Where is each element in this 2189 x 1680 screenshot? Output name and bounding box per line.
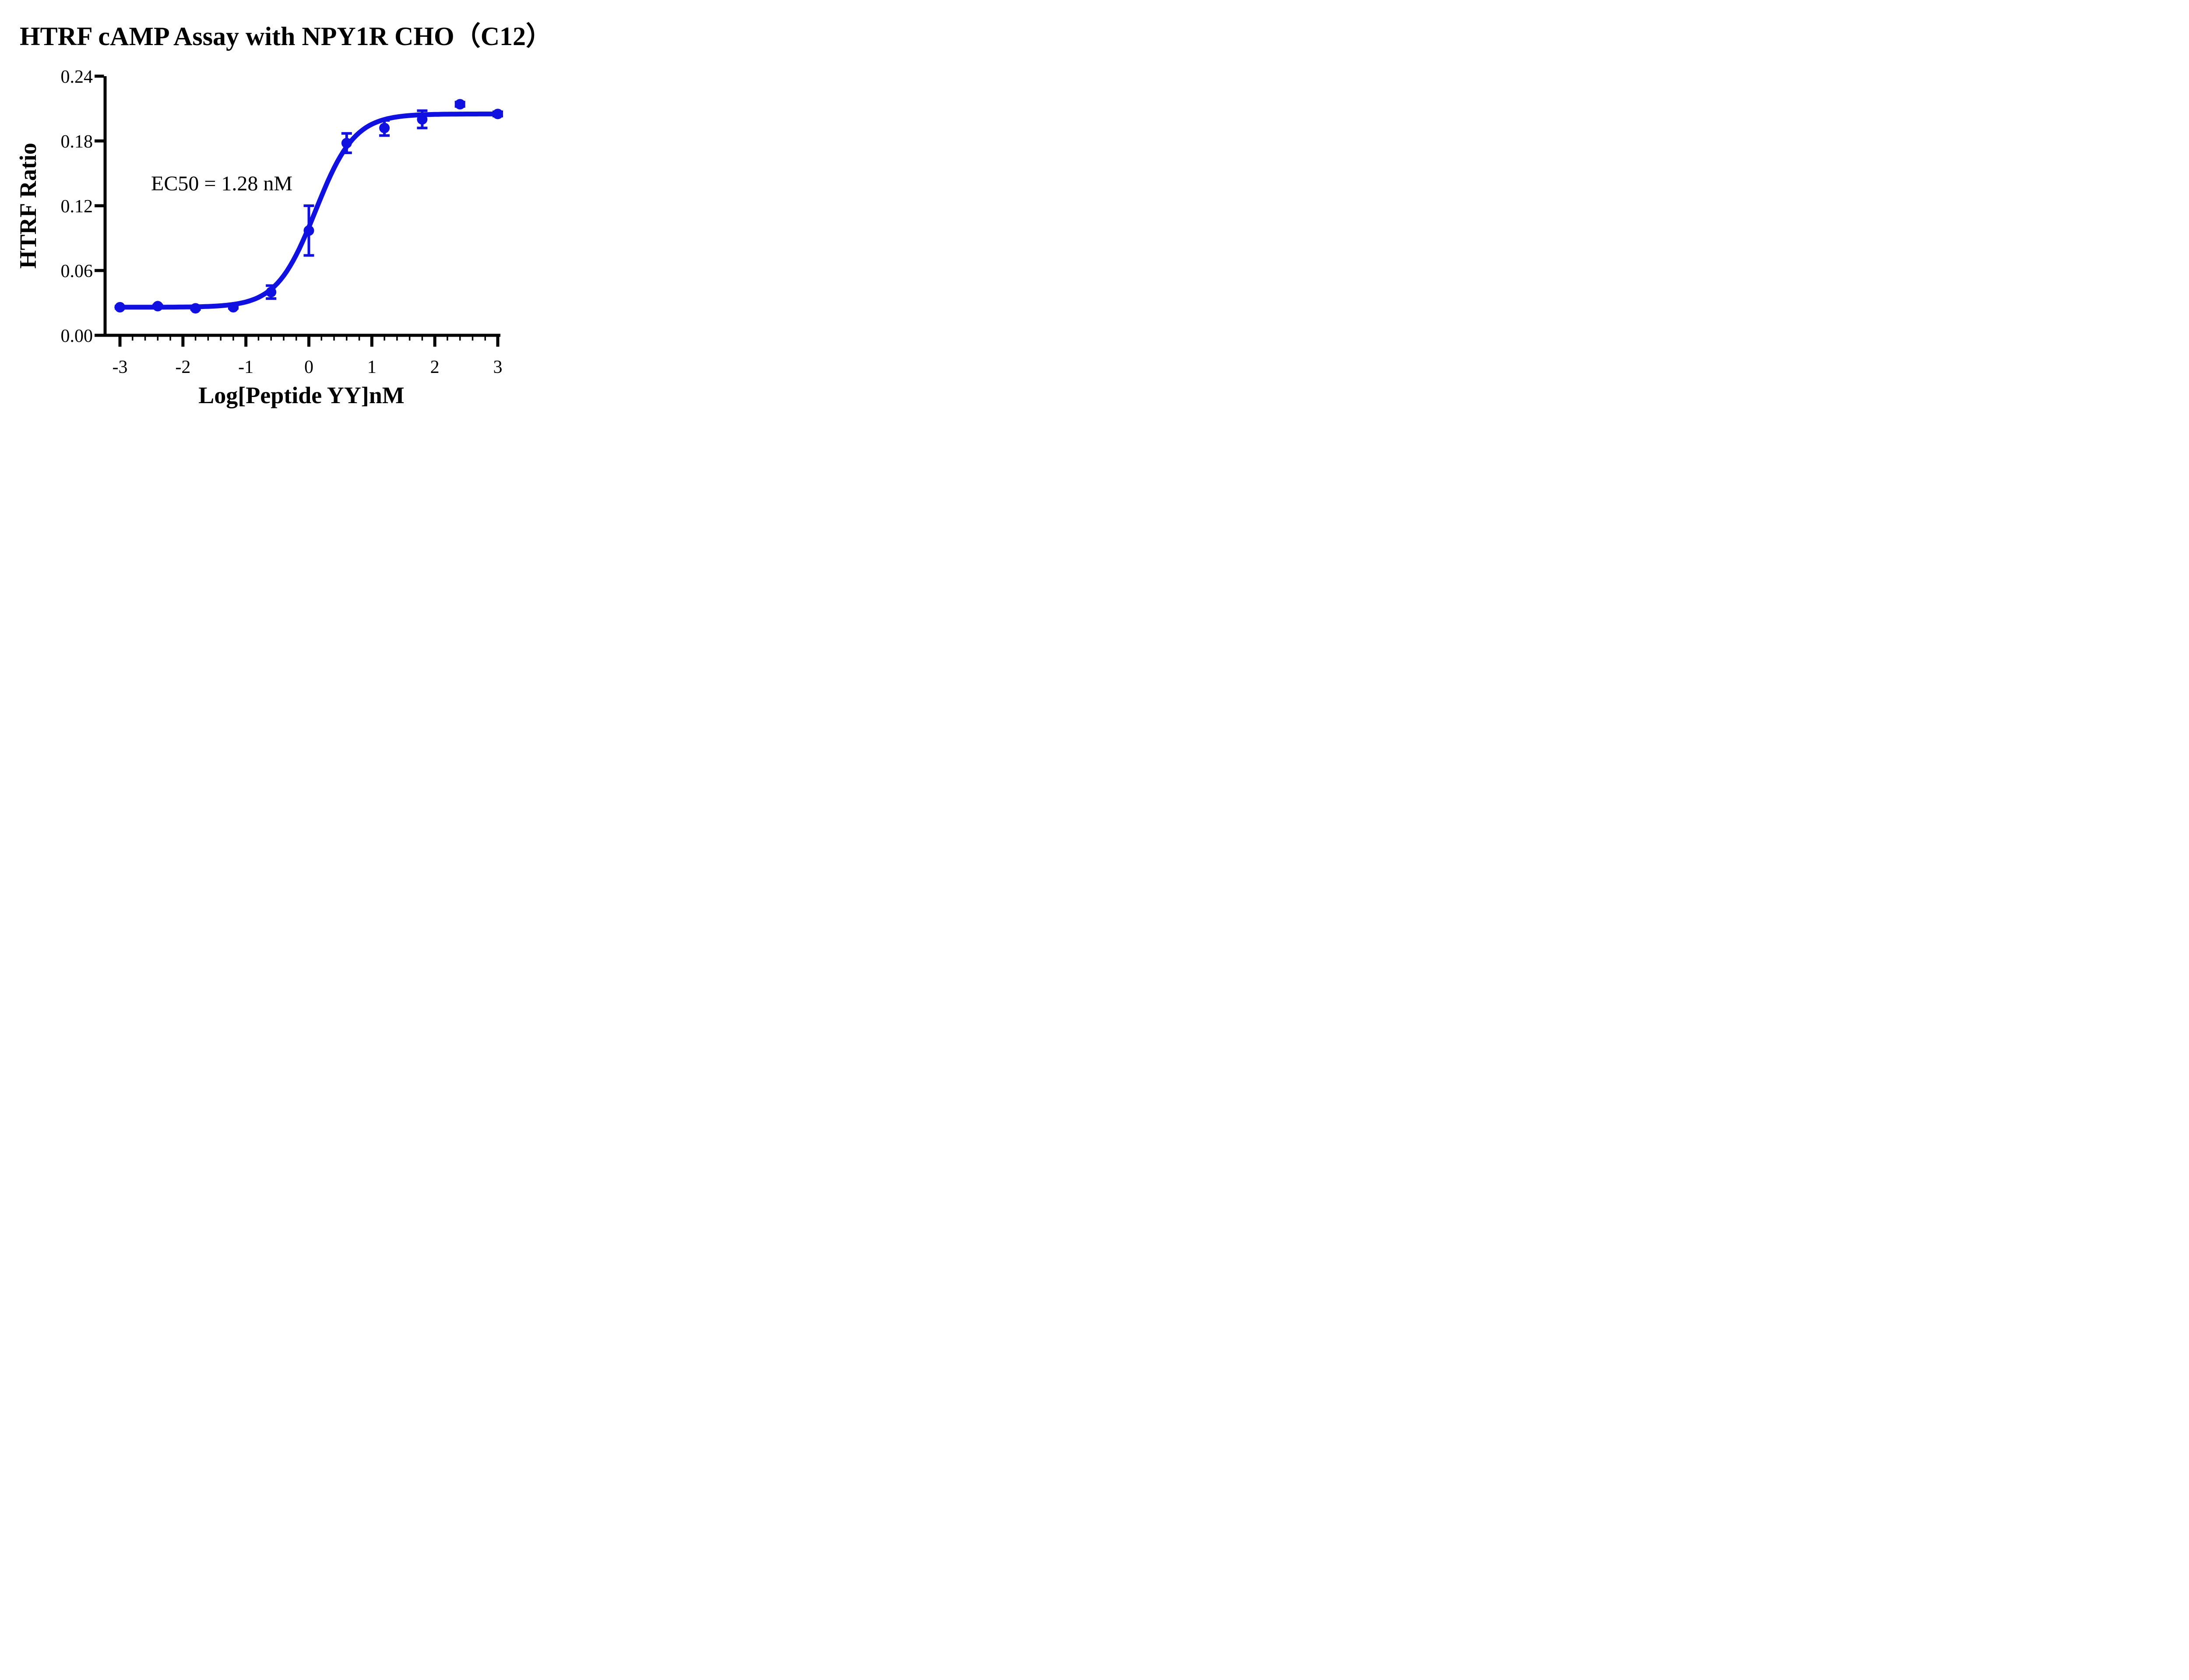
data-point — [454, 99, 465, 110]
y-tick-label: 0.12 — [61, 197, 93, 217]
data-point — [493, 109, 503, 119]
chart-title: HTRF cAMP Assay with NPY1R CHO（C12） — [19, 22, 553, 51]
x-axis-title: Log[Peptide YY]nM — [198, 382, 405, 408]
fit-curve — [114, 111, 500, 310]
y-tick-label: 0.06 — [61, 261, 93, 281]
y-tick-label: 0.24 — [61, 67, 93, 87]
data-point — [266, 287, 277, 298]
x-tick-label: -3 — [113, 357, 128, 377]
x-tick-label: 2 — [430, 357, 440, 377]
data-point — [379, 123, 390, 134]
figure: HTRF cAMP Assay with NPY1R CHO（C12） HTRF… — [0, 0, 572, 420]
data-point — [417, 114, 428, 125]
data-point — [341, 137, 352, 148]
y-tick-label: 0.00 — [61, 326, 93, 346]
y-tick-label: 0.18 — [61, 132, 93, 152]
data-point — [152, 301, 163, 312]
data-point — [228, 302, 239, 313]
ec50-annotation: EC50 = 1.28 nM — [151, 172, 293, 195]
data-point — [303, 225, 314, 236]
x-tick-label: 3 — [493, 357, 503, 377]
data-point — [115, 302, 125, 313]
x-tick-label: -2 — [175, 357, 190, 377]
x-tick-label: 1 — [367, 357, 377, 377]
plot-area: 0.00 0.06 0.12 0.18 0.24 -3 -2 -1 0 1 2 3 — [61, 67, 503, 377]
data-point — [190, 303, 201, 314]
x-tick-label: 0 — [304, 357, 313, 377]
x-tick-label: -1 — [238, 357, 253, 377]
